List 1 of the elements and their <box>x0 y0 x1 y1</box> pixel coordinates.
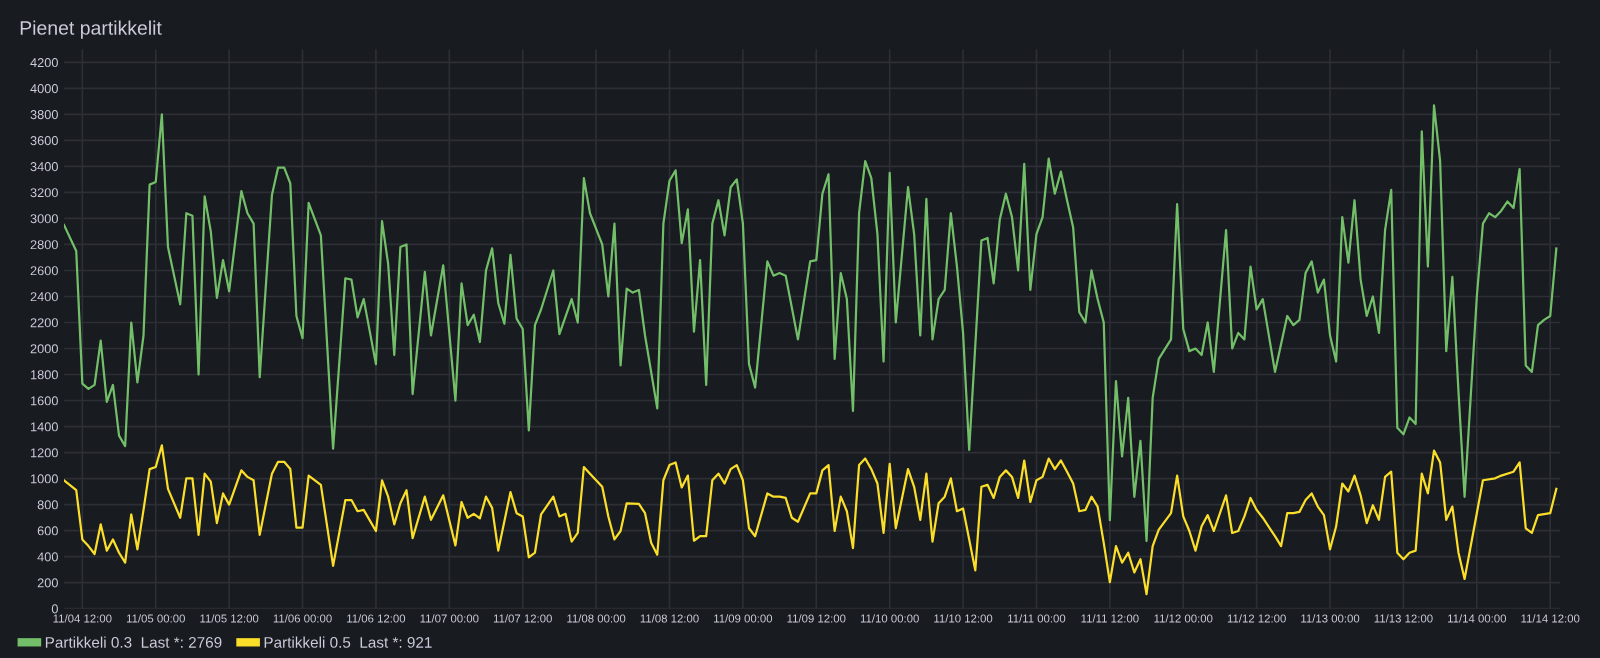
chart-title: Pienet partikkelit <box>20 20 162 39</box>
